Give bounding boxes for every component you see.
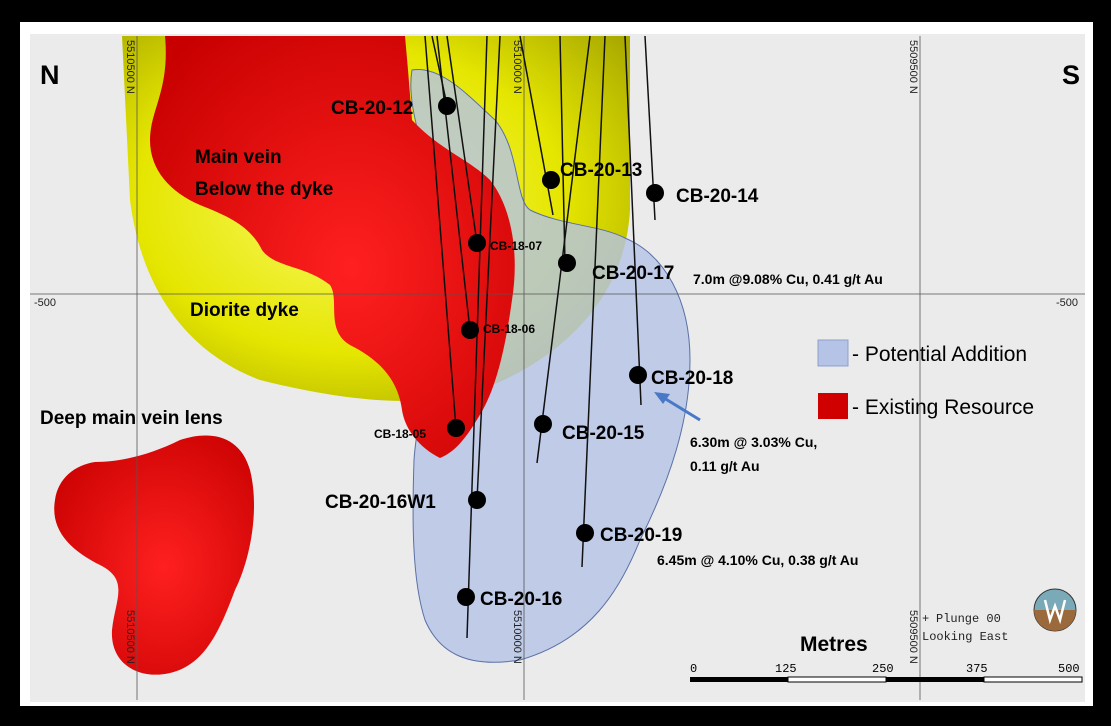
drillhole-marker-cb-20-16w1 [468, 491, 486, 509]
main-vein-label-line1: Main vein [195, 147, 282, 168]
drillhole-marker-cb-18-07 [468, 234, 486, 252]
grid-label-5510500-top: 5510500 N [124, 40, 136, 94]
drillhole-label-cb-18-05: CB-18-05 [374, 427, 426, 441]
drillhole-label-cb-20-18: CB-20-18 [651, 368, 733, 389]
deep-vein-lens [54, 435, 255, 675]
legend-label-potential: - Potential Addition [852, 343, 1027, 366]
legend-swatch-existing [818, 393, 848, 419]
legend: - Potential Addition - Existing Resource [817, 339, 1034, 419]
scale-segment-2 [787, 676, 887, 683]
north-label: N [40, 60, 60, 90]
intercept-annotations: 7.0m @9.08% Cu, 0.41 g/t Au 6.30m @ 3.03… [657, 271, 883, 568]
drillhole-label-cb-20-15: CB-20-15 [562, 423, 645, 444]
grid-labels: 5510500 N 5510000 N 5509500 N 5510500 N … [34, 40, 1078, 664]
plunge-line1: Plunge 00 [936, 612, 1001, 626]
legend-label-existing: - Existing Resource [852, 396, 1034, 419]
drillhole-marker-cb-20-19 [576, 524, 594, 542]
grid-label-5510000-top: 5510000 N [511, 40, 523, 94]
drillhole-labels: CB-20-12 CB-20-13 CB-20-14 CB-18-07 CB-2… [325, 98, 759, 610]
grid-lines [30, 36, 1085, 700]
scale-bar: Metres 0 125 250 375 500 [690, 633, 1083, 683]
grid-label-5510000-bottom: 5510000 N [511, 610, 523, 664]
drillhole-marker-cb-20-14 [646, 184, 664, 202]
drillhole-marker-cb-20-13 [542, 171, 560, 189]
elevation-label-right: -500 [1056, 297, 1078, 309]
legend-swatch-potential [817, 339, 849, 367]
drillhole-label-cb-20-16w1: CB-20-16W1 [325, 492, 436, 513]
diorite-dyke-label: Diorite dyke [190, 300, 299, 321]
scale-title: Metres [800, 633, 868, 656]
grid-label-5510500-bottom: 5510500 N [124, 610, 136, 664]
scale-tick-500: 500 [1058, 662, 1080, 676]
intercept-cb-20-18-line1: 6.30m @ 3.03% Cu, [690, 434, 817, 450]
drillhole-label-cb-20-14: CB-20-14 [676, 186, 759, 207]
plunge-info: + Plunge 00 Looking East [922, 612, 1008, 644]
drillhole-label-cb-18-06: CB-18-06 [483, 322, 535, 336]
intercept-cb-20-18-line2: 0.11 g/t Au [690, 458, 760, 474]
grid-label-5509500-top: 5509500 N [907, 40, 919, 94]
scale-segment-1 [690, 677, 788, 682]
drillhole-label-cb-20-19: CB-20-19 [600, 525, 682, 546]
scale-segment-4 [983, 676, 1083, 683]
scale-tick-250: 250 [872, 662, 894, 676]
drillhole-label-cb-18-07: CB-18-07 [490, 239, 542, 253]
drillhole-markers [438, 97, 664, 606]
scale-tick-125: 125 [775, 662, 797, 676]
drillhole-label-cb-20-12: CB-20-12 [331, 98, 413, 119]
drillhole-marker-cb-18-06 [461, 321, 479, 339]
drillhole-marker-cb-20-16 [457, 588, 475, 606]
intercept-arrow [654, 392, 701, 422]
grid-label-5509500-bottom: 5509500 N [907, 610, 919, 664]
drillhole-marker-cb-20-12 [438, 97, 456, 115]
drillhole-marker-cb-20-17 [558, 254, 576, 272]
plunge-line2: Looking East [922, 630, 1008, 644]
plunge-cross: + [922, 612, 929, 626]
drillhole-label-cb-20-16: CB-20-16 [480, 589, 562, 610]
elevation-label-left: -500 [34, 297, 56, 309]
scale-segment-3 [886, 677, 984, 682]
south-label: S [1062, 60, 1080, 90]
drillhole-label-cb-20-17: CB-20-17 [592, 263, 674, 284]
intercept-cb-20-17: 7.0m @9.08% Cu, 0.41 g/t Au [693, 271, 883, 287]
intercept-cb-20-19: 6.45m @ 4.10% Cu, 0.38 g/t Au [657, 552, 858, 568]
deep-lens-label: Deep main vein lens [40, 408, 223, 429]
main-vein-label-line2: Below the dyke [195, 179, 333, 200]
drillhole-marker-cb-20-15 [534, 415, 552, 433]
drillhole-marker-cb-18-05 [447, 419, 465, 437]
drillhole-label-cb-20-13: CB-20-13 [560, 160, 642, 181]
main-vein-resource [150, 36, 515, 458]
orientation-sphere-icon [1033, 588, 1077, 632]
region-labels: Main vein Below the dyke Diorite dyke De… [40, 147, 333, 429]
scale-tick-0: 0 [690, 662, 697, 676]
drillhole-marker-cb-20-18 [629, 366, 647, 384]
scale-tick-375: 375 [966, 662, 988, 676]
